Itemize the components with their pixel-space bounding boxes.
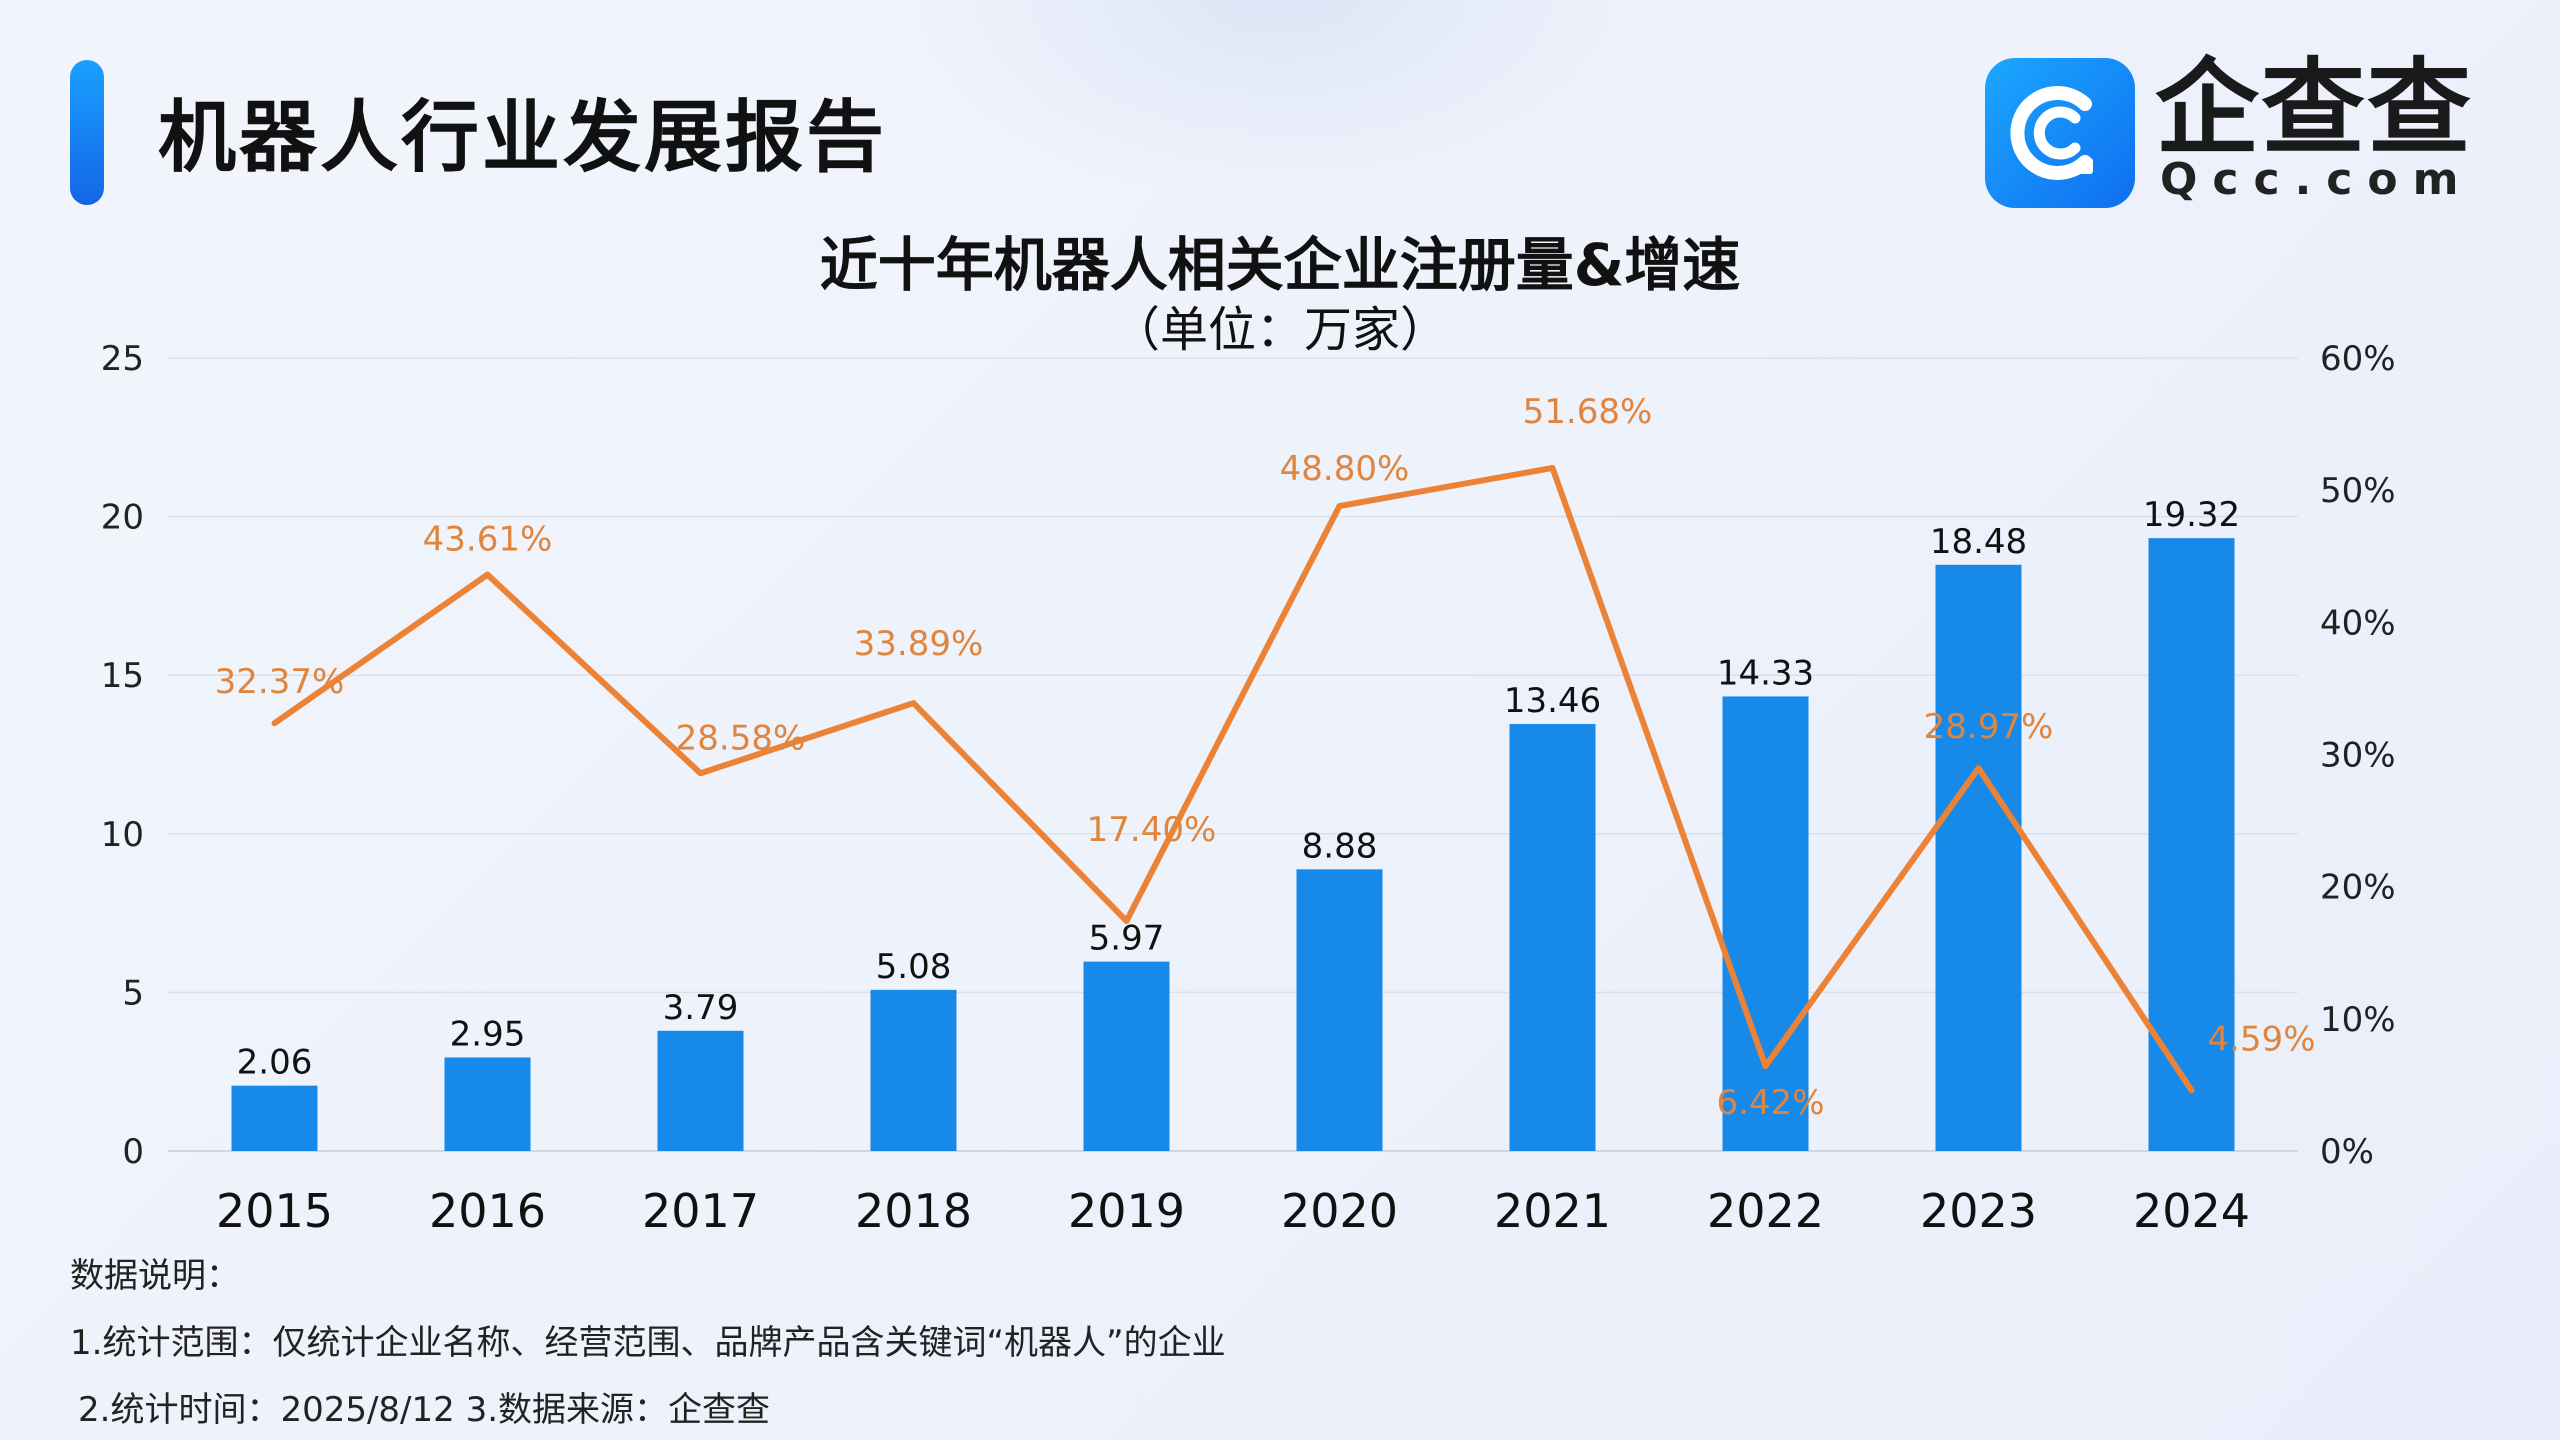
bar-value-label: 13.46 xyxy=(1504,681,1601,721)
bar xyxy=(1722,696,1809,1151)
growth-value-label: 28.58% xyxy=(676,718,806,758)
chart-subtitle: （单位：万家） xyxy=(1111,302,1448,358)
x-tick-label: 2018 xyxy=(855,1184,972,1238)
brand-domain: Qcc.com xyxy=(2160,154,2474,205)
y-right-tick-label: 0% xyxy=(2320,1132,2374,1172)
growth-value-label: 4.59% xyxy=(2207,1019,2315,1059)
title-accent-bar xyxy=(70,60,104,205)
growth-line xyxy=(271,464,2195,1094)
x-tick-label: 2019 xyxy=(1068,1184,1185,1238)
y-left-tick-label: 0 xyxy=(122,1132,144,1172)
bar xyxy=(1509,724,1596,1151)
bar xyxy=(870,989,957,1151)
growth-value-label: 51.68% xyxy=(1523,392,1653,432)
bar-value-label: 5.97 xyxy=(1089,919,1165,959)
brand-name: 企查查 xyxy=(2155,47,2474,169)
bar xyxy=(231,1085,318,1151)
y-left-tick-label: 25 xyxy=(101,339,144,379)
qcc-logo-icon xyxy=(1985,58,2135,208)
y-left-tick-label: 20 xyxy=(101,498,144,538)
notes-time-source: 2.统计时间：2025/8/12 3.数据来源：企查查 xyxy=(78,1390,771,1430)
x-tick-label: 2020 xyxy=(1281,1184,1398,1238)
bar-value-label: 8.88 xyxy=(1302,826,1378,866)
growth-value-label: 33.89% xyxy=(854,624,984,664)
x-tick-label: 2016 xyxy=(429,1184,546,1238)
growth-value-label: 28.97% xyxy=(1924,707,2054,747)
chart-title: 近十年机器人相关企业注册量&增速 xyxy=(819,231,1741,299)
y-left-tick-label: 15 xyxy=(101,656,144,696)
y-left-tick-label: 10 xyxy=(101,815,144,855)
bar-value-label: 19.32 xyxy=(2143,495,2240,535)
bar-value-label: 2.95 xyxy=(450,1014,526,1054)
bar xyxy=(657,1030,744,1151)
y-right-tick-label: 20% xyxy=(2320,868,2396,908)
bar xyxy=(1935,564,2022,1151)
growth-value-label: 32.37% xyxy=(215,662,345,702)
notes-heading: 数据说明： xyxy=(70,1256,240,1296)
bar xyxy=(1083,961,1170,1151)
y-right-tick-label: 10% xyxy=(2320,1000,2396,1040)
y-left-tick-label: 5 xyxy=(122,973,144,1013)
y-right-tick-label: 30% xyxy=(2320,736,2396,776)
growth-value-label: 6.42% xyxy=(1716,1083,1824,1123)
report-title: 机器人行业发展报告 xyxy=(158,93,888,183)
x-tick-label: 2024 xyxy=(2133,1184,2250,1238)
growth-value-label: 43.61% xyxy=(423,520,553,560)
bar-value-label: 14.33 xyxy=(1717,653,1814,693)
bar-value-label: 3.79 xyxy=(663,988,739,1028)
x-tick-label: 2022 xyxy=(1707,1184,1824,1238)
x-tick-label: 2017 xyxy=(642,1184,759,1238)
bar-value-label: 18.48 xyxy=(1930,522,2027,562)
y-right-tick-label: 60% xyxy=(2320,339,2396,379)
x-tick-label: 2015 xyxy=(216,1184,333,1238)
bar-value-label: 2.06 xyxy=(237,1043,313,1083)
bar xyxy=(444,1057,531,1151)
growth-value-label: 17.40% xyxy=(1087,810,1217,850)
bar xyxy=(1296,869,1383,1151)
y-right-tick-label: 40% xyxy=(2320,603,2396,643)
x-tick-label: 2021 xyxy=(1494,1184,1611,1238)
x-tick-label: 2023 xyxy=(1920,1184,2037,1238)
y-right-tick-label: 50% xyxy=(2320,471,2396,511)
bar-value-label: 5.08 xyxy=(876,947,952,987)
growth-value-label: 48.80% xyxy=(1280,449,1410,489)
notes-scope: 1.统计范围：仅统计企业名称、经营范围、品牌产品含关键词“机器人”的企业 xyxy=(70,1323,1226,1363)
